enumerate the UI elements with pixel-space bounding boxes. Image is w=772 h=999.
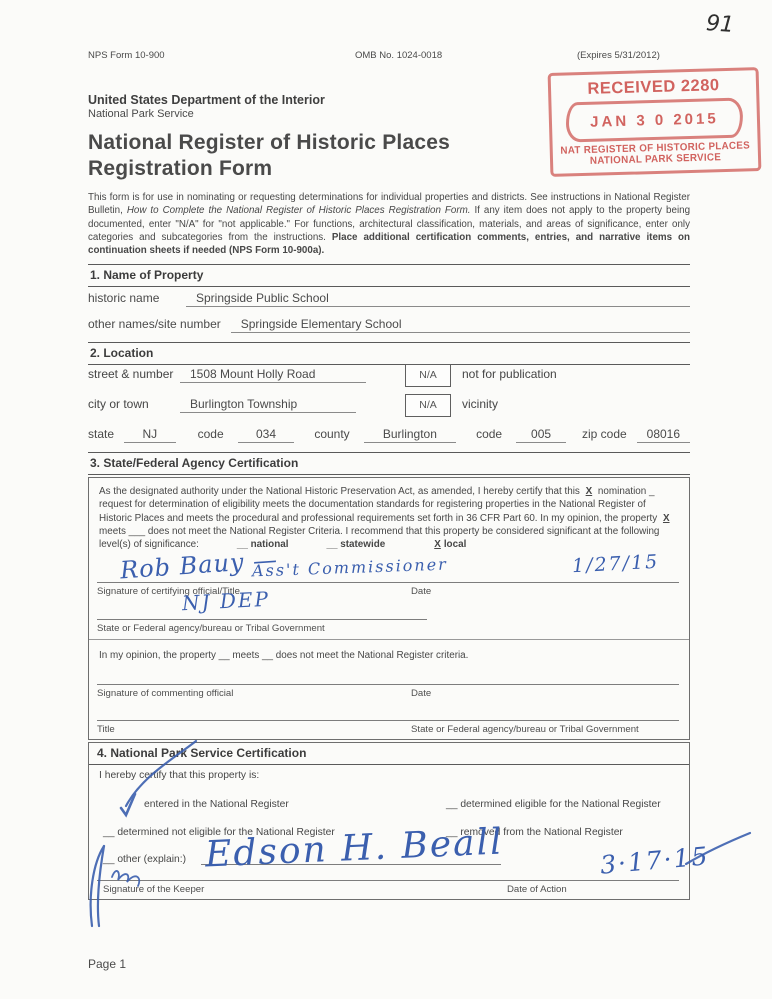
certifying-signature-line xyxy=(97,582,679,583)
cert-x-meets: X xyxy=(662,512,670,524)
certify-statement: I hereby certify that this property is: xyxy=(99,770,260,781)
street-row: street & number 1508 Mount Holly Road N/… xyxy=(88,364,690,390)
department-block: United States Department of the Interior… xyxy=(88,93,325,120)
state-row: state NJ code 034 county Burlington code… xyxy=(88,427,690,443)
stamp-date: JAN 3 0 2015 xyxy=(589,110,719,131)
zip-label: zip code xyxy=(582,427,627,441)
city-label: city or town xyxy=(88,397,149,411)
county-label: county xyxy=(314,427,350,441)
commenting-signature-line xyxy=(97,684,679,685)
code1-value: 034 xyxy=(237,427,295,443)
state-label: state xyxy=(88,427,115,441)
intro-part2: If any item does not apply to the proper… xyxy=(88,205,691,243)
section3-heading: 3. State/Federal Agency Certification xyxy=(88,452,690,475)
option-entered: entered in the National Register xyxy=(144,799,289,810)
agency-line xyxy=(97,619,427,620)
intro-paragraph: This form is for use in nominating or re… xyxy=(88,191,690,257)
certification-box: As the designated authority under the Na… xyxy=(88,477,690,740)
commenting-signature-label: Signature of commenting official xyxy=(97,688,234,699)
historic-name-value: Springside Public School xyxy=(186,291,690,307)
cert-para-2: nomination _ request for determination o… xyxy=(99,486,660,524)
certifying-signature-label: Signature of certifying official/Title xyxy=(97,586,240,597)
level-national: __ national xyxy=(236,539,289,551)
agency-label: State or Federal agency/bureau or Tribal… xyxy=(97,623,325,634)
other-names-label: other names/site number xyxy=(88,317,221,331)
intro-bold-end: Place additional certification comments,… xyxy=(88,231,690,257)
street-value: 1508 Mount Holly Road xyxy=(180,367,366,383)
form-title: National Register of Historic Places Reg… xyxy=(88,130,450,182)
county-value: Burlington xyxy=(363,427,457,443)
option-removed: __ removed from the National Register xyxy=(446,827,623,838)
form-title-line1: National Register of Historic Places xyxy=(88,131,450,154)
street-label: street & number xyxy=(88,367,174,381)
intro-part1: This form is for use in nominating or re… xyxy=(88,192,690,217)
date-of-action-label: Date of Action xyxy=(507,884,567,895)
other-explain-line xyxy=(201,864,501,865)
expires-date: (Expires 5/31/2012) xyxy=(577,50,660,61)
title-line xyxy=(97,720,679,721)
cert-para-3: meets ___ does not meet the National Reg… xyxy=(99,525,660,551)
keeper-signature-label: Signature of the Keeper xyxy=(103,884,205,895)
level-local-x: X xyxy=(434,539,441,551)
section1-heading: 1. Name of Property xyxy=(88,264,690,287)
code2-value: 005 xyxy=(516,427,566,443)
box-divider xyxy=(89,639,689,640)
city-value: Burlington Township xyxy=(180,397,356,413)
code2-label: code xyxy=(476,427,503,441)
state-value: NJ xyxy=(124,427,176,443)
vicinity-na-box: N/A xyxy=(405,394,451,417)
not-for-publication-label: not for publication xyxy=(462,367,557,381)
historic-name-label: historic name xyxy=(88,291,160,305)
opinion-line: In my opinion, the property __ meets __ … xyxy=(99,650,469,661)
omb-number: OMB No. 1024-0018 xyxy=(355,50,443,61)
stamp-received-text: RECEIVED 2280 xyxy=(587,76,720,98)
not-for-publication-na-box: N/A xyxy=(405,364,451,387)
city-row: city or town Burlington Township N/A vic… xyxy=(88,394,690,420)
form-number: NPS Form 10-900 xyxy=(88,50,165,61)
cert-para-1: As the designated authority under the Na… xyxy=(99,486,583,497)
certifying-date-label: Date xyxy=(411,586,432,597)
other-names-value: Springside Elementary School xyxy=(230,317,690,333)
keeper-signature-line xyxy=(97,880,679,881)
handwritten-page-number: 91 xyxy=(705,11,735,38)
zip-value: 08016 xyxy=(636,427,690,443)
level-local-word: local xyxy=(443,539,467,551)
page-footer: Page 1 xyxy=(88,957,127,971)
option-determined-not-eligible: __ determined not eligible for the Natio… xyxy=(103,827,335,838)
other-names-row: other names/site number Springside Eleme… xyxy=(88,317,690,333)
option-other: __ other (explain:) xyxy=(103,854,186,865)
agency-name: National Park Service xyxy=(88,108,194,120)
cert-x-nomination: X xyxy=(585,486,593,497)
form-title-line2: Registration Form xyxy=(88,157,273,180)
level-statewide: __ statewide xyxy=(326,539,386,551)
handwritten-agency: NJ DEP xyxy=(181,586,271,616)
agency-label2: State or Federal agency/bureau or Tribal… xyxy=(411,724,639,735)
section2-heading: 2. Location xyxy=(88,342,690,365)
historic-name-row: historic name Springside Public School xyxy=(88,291,690,307)
option-determined-eligible: __ determined eligible for the National … xyxy=(446,799,661,810)
vicinity-label: vicinity xyxy=(462,397,499,411)
intro-bulletin-title: How to Complete the National Register of… xyxy=(126,205,471,217)
certification-paragraph: As the designated authority under the Na… xyxy=(99,485,679,551)
nps-certification-box: 4. National Park Service Certification I… xyxy=(88,742,690,900)
received-stamp: RECEIVED 2280 JAN 3 0 2015 NAT REGISTER … xyxy=(547,67,762,177)
stamp-date-box: JAN 3 0 2015 xyxy=(565,97,744,143)
handwritten-certifying-date: 1/27/15 xyxy=(571,550,660,578)
department-name: United States Department of the Interior xyxy=(88,93,325,107)
code1-label: code xyxy=(197,427,224,441)
section4-heading: 4. National Park Service Certification xyxy=(89,743,689,765)
title-label: Title xyxy=(97,724,115,735)
commenting-date-label: Date xyxy=(411,688,432,699)
